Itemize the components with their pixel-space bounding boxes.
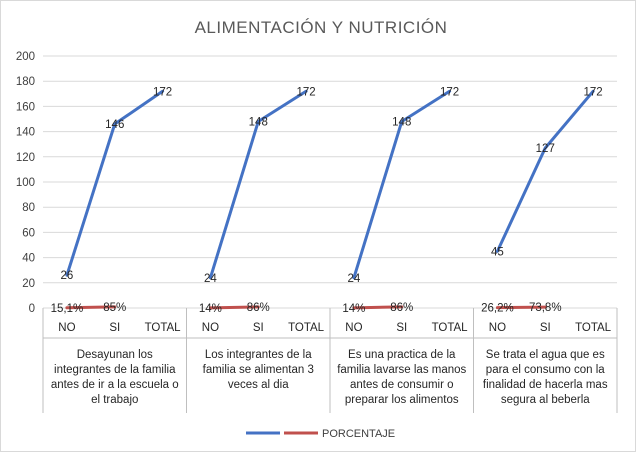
y-tick-label: 100	[16, 177, 35, 189]
series-line-2	[65, 305, 117, 310]
data-point	[65, 274, 69, 277]
category-label: SI	[109, 322, 120, 334]
chart-title: ALIMENTACIÓN Y NUTRICIÓN	[195, 18, 448, 37]
y-tick-label: 140	[16, 127, 35, 139]
data-point	[257, 120, 260, 123]
data-point	[209, 276, 212, 279]
group-label-line: el trabajo	[91, 394, 138, 406]
category-label: NO	[58, 322, 75, 334]
series-line-2	[352, 305, 404, 310]
series-line-2	[495, 305, 547, 310]
data-point	[400, 305, 403, 309]
data-point	[257, 305, 260, 309]
y-tick-label: 60	[22, 227, 35, 239]
data-label: 14%	[199, 303, 222, 315]
legend-label: PORCENTAJE	[322, 428, 395, 440]
category-label: SI	[396, 322, 407, 334]
data-point	[496, 250, 499, 253]
data-label: 172	[583, 86, 602, 98]
group-label-line: familia lavarse las manos	[337, 364, 466, 376]
group-label-line: segura al beberla	[501, 394, 590, 406]
data-point	[544, 146, 547, 150]
data-label: 26,2%	[481, 303, 514, 315]
group-label-line: Desayunan los	[77, 349, 153, 361]
y-axis-ticks: 0 20 40 60 80 100 120 140 160 180 200	[16, 51, 35, 315]
data-label: 26	[61, 270, 74, 282]
legend: PORCENTAJE	[246, 428, 395, 440]
category-label: SI	[540, 322, 551, 334]
data-label: 172	[440, 86, 459, 98]
group-label-line: finalidad de hacerla mas	[483, 379, 608, 391]
data-label: 86%	[247, 302, 270, 314]
group-label-line: antes de consumir o	[350, 379, 454, 391]
group-label-line: preparar los alimentos	[345, 394, 459, 406]
category-label: NO	[202, 322, 219, 334]
data-point	[496, 306, 499, 309]
data-label: 14%	[342, 303, 365, 315]
y-tick-label: 180	[16, 76, 35, 88]
data-label: 24	[204, 273, 217, 285]
group-label-line: integrantes de la familia	[54, 364, 176, 376]
data-label: 15,1%	[51, 303, 84, 315]
data-point	[161, 90, 164, 93]
category-label: TOTAL	[432, 322, 469, 334]
data-label: 172	[296, 86, 315, 98]
data-label: 146	[105, 119, 124, 131]
data-point	[352, 276, 356, 279]
category-label: NO	[345, 322, 362, 334]
data-point	[591, 90, 595, 93]
data-point	[352, 306, 356, 310]
category-label: NO	[489, 322, 506, 334]
y-tick-label: 160	[16, 101, 35, 113]
data-label: 24	[348, 273, 361, 285]
data-point	[65, 306, 69, 310]
data-point	[304, 90, 308, 93]
group-label-line: veces al dia	[228, 379, 289, 391]
series-lines	[65, 89, 595, 310]
data-label: 86%	[390, 302, 413, 314]
data-labels: 26 146 172 24 148 172 24 148 172 45 127 172 15,1% 85%…	[51, 86, 603, 315]
data-point	[400, 120, 403, 123]
category-label: SI	[253, 322, 264, 334]
data-label: 172	[153, 86, 172, 98]
group-label-line: para el consumo con la	[486, 364, 606, 376]
group-label-line: Se trata el agua que es	[486, 349, 605, 361]
group-label: Desayunan los integrantes de la familia an…	[51, 349, 179, 406]
data-label: 127	[536, 143, 555, 155]
data-label: 148	[249, 117, 268, 129]
data-label: 85%	[103, 302, 126, 314]
data-label: 148	[392, 117, 411, 129]
y-tick-label: 0	[29, 303, 35, 315]
group-label-line: antes de ir a la escuela o	[51, 379, 179, 391]
data-label: 73,8%	[529, 302, 562, 314]
data-label: 45	[491, 246, 504, 258]
data-point	[113, 122, 116, 126]
series-line-1	[495, 89, 595, 253]
data-point	[113, 305, 116, 309]
group-label-line: familia se alimentan 3	[203, 364, 314, 376]
group-label: Es una practica de la familia lavarse las…	[337, 349, 466, 406]
category-label: TOTAL	[145, 322, 182, 334]
y-tick-label: 80	[22, 202, 35, 214]
y-tick-label: 120	[16, 152, 35, 164]
x-axis-categories: NO SI TOTAL Desayunan los integrantes de la …	[42, 308, 618, 413]
y-tick-label: 20	[22, 278, 35, 290]
data-point	[544, 305, 547, 309]
group-label-line: Los integrantes de la	[205, 349, 312, 361]
group-label-line: Es una practica de la	[348, 349, 456, 361]
y-tick-label: 200	[16, 51, 35, 63]
gridlines	[43, 55, 617, 309]
y-tick-label: 40	[22, 253, 35, 265]
group-label: Los integrantes de la familia se alimenta…	[203, 349, 314, 391]
series-line-2	[208, 305, 260, 310]
group-label: Se trata el agua que es para el consumo c…	[483, 349, 608, 406]
category-label: TOTAL	[288, 322, 325, 334]
data-point	[448, 90, 451, 93]
category-label: TOTAL	[575, 322, 612, 334]
data-point	[209, 306, 212, 310]
